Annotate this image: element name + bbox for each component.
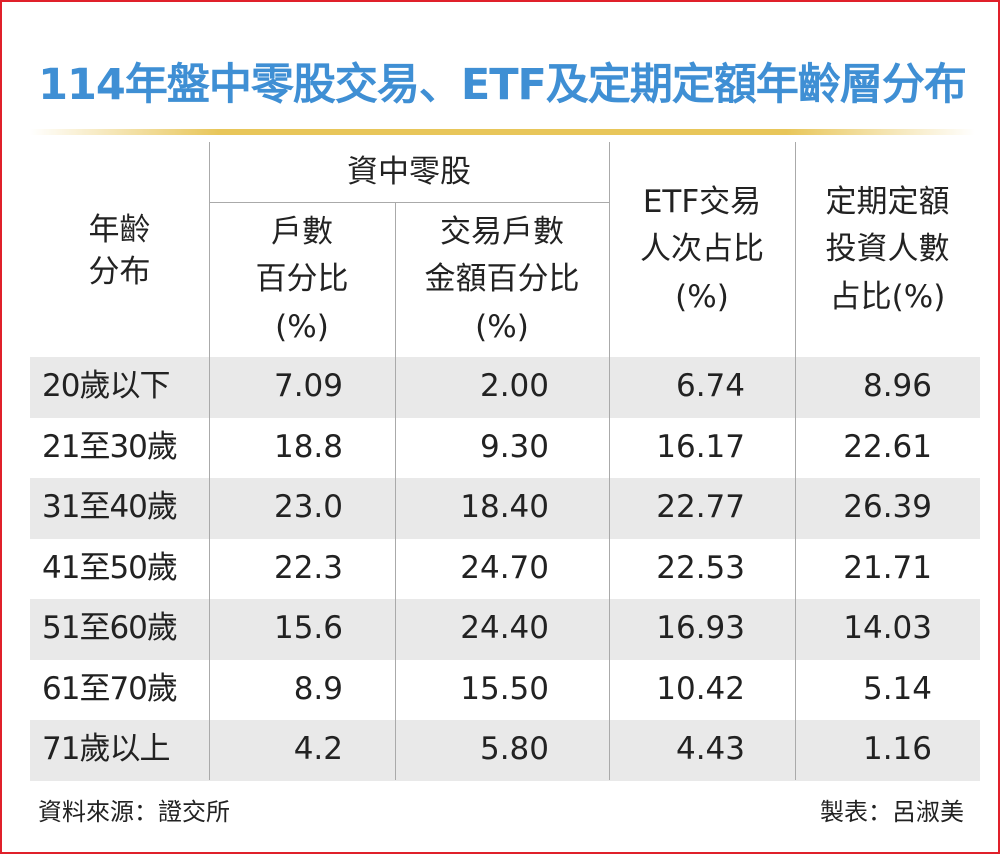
cell: 24.40 bbox=[460, 610, 549, 646]
group-divider bbox=[209, 202, 609, 203]
cell: 14.03 bbox=[843, 610, 932, 646]
header-cell: ETF交易 bbox=[642, 184, 762, 220]
cell: 16.93 bbox=[656, 610, 745, 646]
cell: 22.53 bbox=[656, 549, 745, 586]
cell: 4.2 bbox=[293, 731, 343, 767]
header-cell: 百分比 bbox=[255, 261, 349, 297]
title: 114年盤中零股交易、ETF及定期定額年齡層分布 bbox=[38, 60, 967, 110]
row-label: 31至40歲 bbox=[42, 489, 178, 525]
header-cell: (%) bbox=[475, 309, 529, 345]
row-label: 71歲以上 bbox=[42, 731, 170, 767]
column-divider bbox=[209, 142, 210, 780]
cell: 24.70 bbox=[460, 549, 549, 586]
cell: 15.50 bbox=[460, 670, 549, 707]
header-cell: 投資人數 bbox=[825, 231, 950, 267]
column-divider bbox=[609, 142, 610, 780]
header-cell: 年齡 bbox=[88, 212, 151, 248]
group-header: 資中零股 bbox=[347, 154, 471, 190]
cell: 8.96 bbox=[862, 368, 932, 404]
row-label: 41至50歲 bbox=[42, 549, 178, 586]
cell: 22.61 bbox=[843, 428, 932, 465]
cell: 7.09 bbox=[273, 368, 343, 404]
cell: 23.0 bbox=[273, 489, 343, 525]
row-shade bbox=[30, 599, 980, 660]
cell: 4.43 bbox=[675, 731, 745, 767]
row-label: 51至60歲 bbox=[42, 610, 178, 646]
cell: 5.80 bbox=[479, 731, 549, 767]
cell: 9.30 bbox=[479, 428, 549, 465]
cell: 26.39 bbox=[843, 489, 932, 525]
title-rule bbox=[30, 129, 975, 135]
header-cell: 金額百分比 bbox=[424, 261, 580, 297]
header-cell: (%) bbox=[275, 309, 329, 345]
cell: 6.74 bbox=[675, 368, 745, 404]
row-shade bbox=[30, 478, 980, 539]
header-cell: (%) bbox=[675, 279, 729, 315]
header-cell: 交易戶數 bbox=[440, 214, 564, 250]
cell: 21.71 bbox=[843, 549, 932, 586]
row-shade bbox=[30, 720, 980, 781]
cell: 18.8 bbox=[273, 428, 343, 465]
row-label: 20歲以下 bbox=[42, 368, 170, 404]
header-cell: 分布 bbox=[88, 254, 151, 290]
row-label: 61至70歲 bbox=[42, 670, 178, 707]
source: 資料來源：證交所 bbox=[38, 798, 230, 826]
cell: 8.9 bbox=[293, 670, 343, 707]
cell: 22.3 bbox=[273, 549, 343, 586]
cell: 2.00 bbox=[479, 368, 549, 404]
header-cell: 人次占比 bbox=[640, 231, 764, 267]
header-cell: 戶數 bbox=[271, 214, 333, 250]
cell: 18.40 bbox=[460, 489, 549, 525]
cell: 10.42 bbox=[656, 670, 745, 707]
cell: 5.14 bbox=[862, 670, 932, 707]
header-cell: 定期定額 bbox=[825, 184, 950, 220]
cell: 15.6 bbox=[273, 610, 343, 646]
cell: 1.16 bbox=[862, 731, 932, 767]
column-divider bbox=[395, 202, 396, 780]
row-label: 21至30歲 bbox=[42, 428, 178, 465]
column-divider bbox=[795, 142, 796, 780]
row-shade bbox=[30, 357, 980, 418]
header-cell: 占比(%) bbox=[829, 279, 946, 315]
author: 製表：呂淑美 bbox=[820, 798, 964, 826]
cell: 22.77 bbox=[656, 489, 745, 525]
cell: 16.17 bbox=[656, 428, 745, 465]
